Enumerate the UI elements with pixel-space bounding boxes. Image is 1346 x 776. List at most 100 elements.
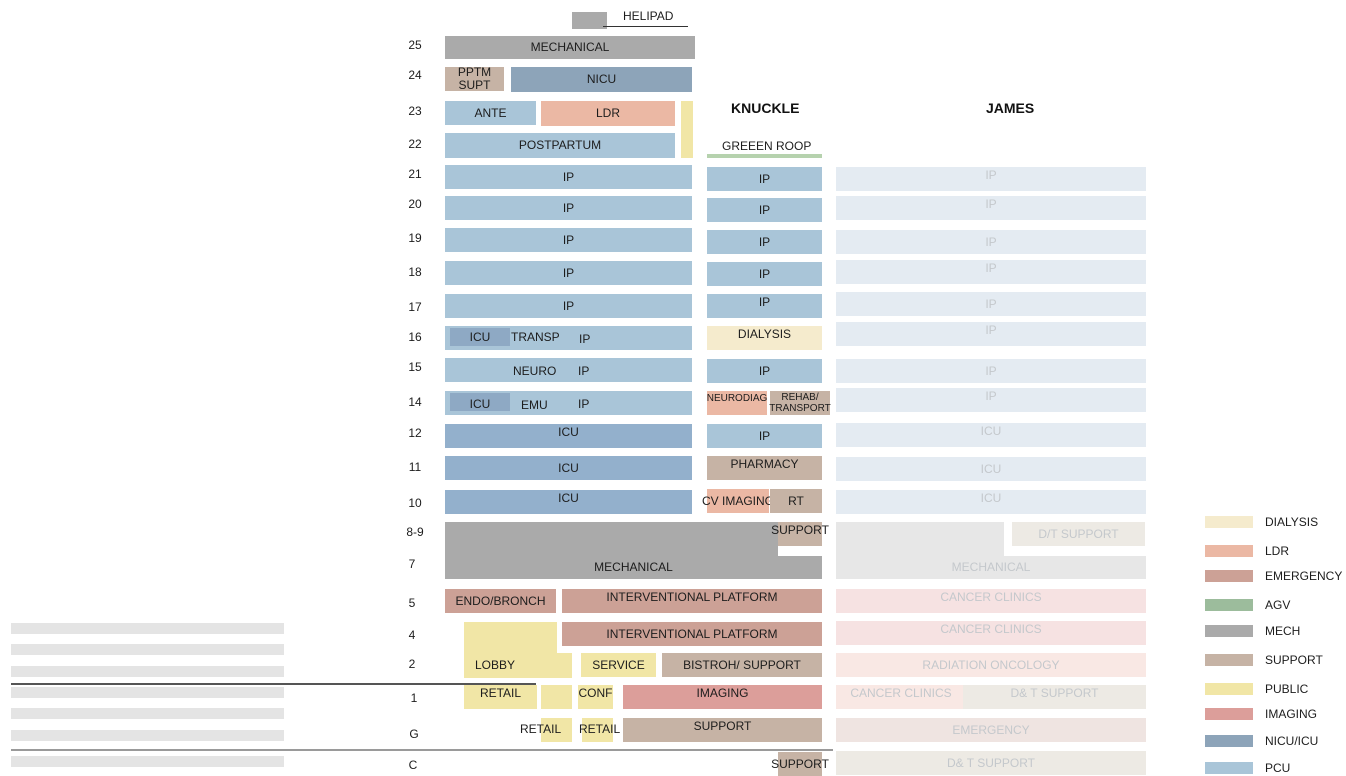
floor-label: 2 (408, 657, 416, 671)
block-j-ip-15: IP (836, 359, 1146, 383)
block-j-dt-support-1: D& T SUPPORT (963, 685, 1146, 709)
block-ldr: LDR (541, 101, 675, 126)
floor-label: 18 (408, 265, 422, 279)
block-k-rehab: REHAB/ TRANSPORT (769, 391, 831, 415)
block-j-dt-support: D/T SUPPORT (1012, 522, 1145, 546)
block-floor15 (445, 358, 692, 382)
floor-label: 10 (408, 496, 422, 510)
block-k-ip-15: IP (707, 359, 822, 383)
block-pptm-supt: PPTM SUPT (445, 66, 504, 92)
legend-label-support: SUPPORT (1265, 653, 1323, 667)
block-k-ip-19: IP (707, 230, 822, 254)
block-icu-16: ICU (450, 328, 510, 346)
block-icu-12: ICU (445, 424, 692, 448)
floor-label: 25 (408, 38, 422, 52)
floor-label: 23 (408, 104, 422, 118)
block-green-roof (707, 154, 822, 158)
block-k-ip-21: IP (707, 167, 822, 191)
label-retail-g2: RETAIL (579, 722, 621, 736)
block-k-pharmacy: PHARMACY (707, 456, 822, 480)
block-j-cancer-5: CANCER CLINICS (836, 589, 1146, 613)
block-ip-17: IP (445, 294, 692, 318)
block-retail-1: RETAIL (464, 685, 537, 709)
legend-swatch-emergency (1205, 570, 1253, 582)
floor-label: C (408, 758, 418, 772)
legend-label-agv: AGV (1265, 598, 1291, 612)
block-j-ip-18: IP (836, 260, 1146, 284)
floor-label: 22 (408, 137, 422, 151)
block-j-icu-12: ICU (836, 423, 1146, 447)
block-k-rt: RT (770, 489, 822, 513)
block-k-cv-imaging: CV IMAGING (702, 489, 774, 513)
grade-line (11, 683, 536, 685)
james-header: JAMES (986, 100, 1035, 116)
site-bar (11, 644, 284, 655)
block-j-ip-14: IP (836, 388, 1146, 412)
block-j-radiation: RADIATION ONCOLOGY (836, 653, 1146, 677)
floor-label: 20 (408, 197, 422, 211)
block-j-icu-10: ICU (836, 490, 1146, 514)
block-interventional-5: INTERVENTIONAL PLATFORM (562, 589, 822, 613)
block-imaging-1: IMAGING (623, 685, 822, 709)
block-conf: CONF (578, 685, 613, 709)
legend-label-ldr: LDR (1265, 544, 1290, 558)
site-bar (11, 708, 284, 719)
block-ip-20: IP (445, 196, 692, 220)
floor-label: 17 (408, 300, 422, 314)
legend-swatch-support (1205, 654, 1253, 666)
floor-label: 15 (408, 360, 422, 374)
label-transp: TRANSP (511, 330, 560, 344)
block-j-icu-11: ICU (836, 457, 1146, 481)
block-postpartum: POSTPARTUM (445, 133, 675, 158)
floor-label: 12 (408, 426, 422, 440)
label-ip-14: IP (578, 397, 590, 411)
block-j-cancer-4: CANCER CLINICS (836, 621, 1146, 645)
floor-label: 5 (408, 596, 416, 610)
block-dialysis-strip (681, 101, 693, 158)
label-neuro: NEURO (513, 364, 557, 378)
block-bistro: BISTROH/ SUPPORT (662, 653, 822, 677)
legend-swatch-agv (1205, 599, 1253, 611)
block-interventional-4: INTERVENTIONAL PLATFORM (562, 622, 822, 646)
floor-label: 8-9 (406, 525, 424, 539)
floor-label: 24 (408, 68, 422, 82)
site-bar (11, 623, 284, 634)
block-j-emergency: EMERGENCY (836, 718, 1146, 742)
block-k-ip-20: IP (707, 198, 822, 222)
block-k-neurodiag: NEURODIAG (707, 391, 767, 415)
block-icu-10: ICU (445, 490, 692, 514)
helipad-block (572, 12, 607, 29)
floor-label: 21 (408, 167, 422, 181)
floor-label: 11 (408, 460, 422, 474)
legend-label-pcu: PCU (1265, 761, 1291, 775)
legend-label-public: PUBLIC (1265, 682, 1309, 696)
floor-label: 14 (408, 395, 422, 409)
block-j-ip-21: IP (836, 167, 1146, 191)
block-j-ip-16: IP (836, 322, 1146, 346)
label-ip-16: IP (579, 332, 591, 346)
block-k-dialysis: DIALYSIS (707, 326, 822, 350)
floor-label: 7 (408, 557, 416, 571)
block-ip-21: IP (445, 165, 692, 189)
block-nicu: NICU (511, 67, 692, 92)
block-support-g: SUPPORT (623, 718, 822, 742)
floor-label: 1 (410, 691, 418, 705)
block-mechanical-7: MECHANICAL (445, 556, 822, 579)
block-icu-14: ICU (450, 393, 510, 411)
legend-label-dialysis: DIALYSIS (1265, 515, 1319, 529)
grade-line (11, 749, 833, 751)
legend-swatch-public (1205, 683, 1253, 695)
block-ip-19: IP (445, 228, 692, 252)
legend-label-imaging: IMAGING (1265, 707, 1318, 721)
block-public-1 (541, 685, 572, 709)
label-retail-g1: RETAIL (520, 722, 562, 736)
legend-label-mech: MECH (1265, 624, 1301, 638)
site-bar (11, 666, 284, 677)
helipad-label: HELIPAD (623, 9, 674, 23)
legend-label-emergency: EMERGENCY (1265, 569, 1343, 583)
label-ip-15: IP (578, 364, 590, 378)
block-k-ip-17: IP (707, 294, 822, 318)
block-ante: ANTE (445, 101, 536, 125)
block-j-cancer-1: CANCER CLINICS (836, 685, 966, 709)
